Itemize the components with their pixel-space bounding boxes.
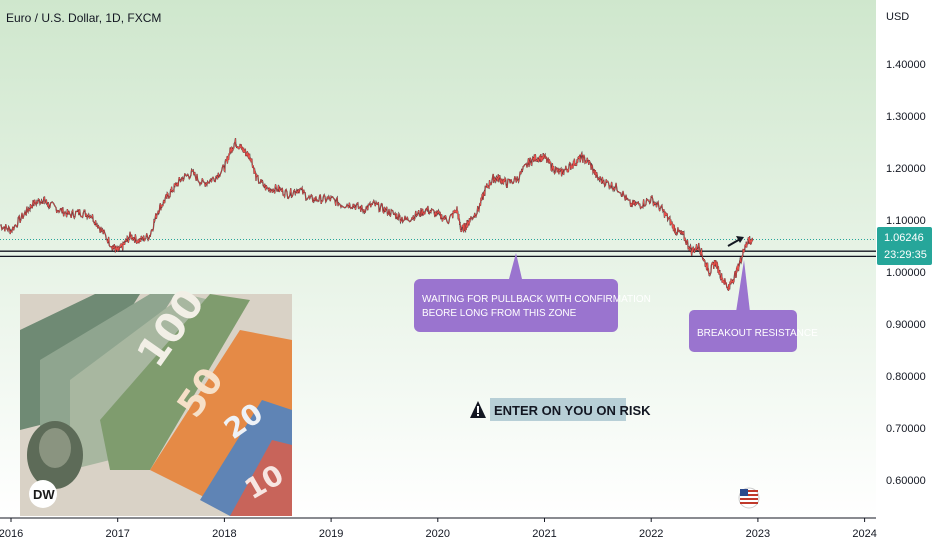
chart-title: Euro / U.S. Dollar, 1D, FXCM	[6, 11, 161, 25]
us-flag-icon	[738, 487, 760, 509]
breakout-callout-text: BREAKOUT RESISTANCE	[697, 328, 818, 339]
risk-note-box	[490, 398, 626, 421]
y-tick-label: 1.00000	[886, 267, 926, 279]
price-label-value: 1.06246	[884, 232, 924, 244]
breakout-callout: BREAKOUT RESISTANCE	[689, 260, 818, 352]
x-tick-label: 2024	[852, 528, 876, 540]
x-tick-label: 2018	[212, 528, 236, 540]
y-tick-label: 1.10000	[886, 215, 926, 227]
price-axis[interactable]: 0.60000 0.70000 0.80000 0.90000 1.00000 1.100…	[886, 59, 926, 487]
currency-label: USD	[886, 11, 909, 23]
y-tick-label: 0.70000	[886, 423, 926, 435]
y-tick-label: 0.80000	[886, 371, 926, 383]
x-tick-label: 2022	[639, 528, 663, 540]
pullback-callout-line-1: WAITING FOR PULLBACK WITH CONFIRMATION	[422, 294, 651, 305]
y-tick-label: 1.40000	[886, 59, 926, 71]
breakout-callout-pointer	[736, 260, 750, 312]
x-tick-label: 2020	[426, 528, 450, 540]
horizontal-lines	[0, 239, 876, 258]
breakout-callout-box	[689, 310, 797, 352]
risk-note-text: ENTER ON YOU ON RISK	[494, 403, 651, 418]
dw-badge-text: DW	[33, 487, 55, 502]
price-series	[0, 138, 754, 291]
pullback-callout: WAITING FOR PULLBACK WITH CONFIRMATION B…	[414, 253, 651, 332]
risk-note: ENTER ON YOU ON RISK	[470, 398, 651, 421]
y-tick-label: 1.30000	[886, 111, 926, 123]
dw-badge	[29, 480, 57, 508]
time-axis[interactable]: 2016 2017 2018 2019 2020 2021 2022 2023 2024	[0, 518, 877, 540]
y-tick-label: 0.60000	[886, 475, 926, 487]
x-tick-label: 2016	[0, 528, 23, 540]
pullback-callout-pointer	[509, 253, 522, 279]
x-tick-label: 2021	[532, 528, 556, 540]
x-tick-label: 2023	[746, 528, 770, 540]
pullback-callout-box	[414, 279, 618, 332]
x-tick-label: 2019	[319, 528, 343, 540]
y-tick-label: 1.20000	[886, 163, 926, 175]
banknotes-photo: 100 50 20 10 DW	[20, 281, 292, 516]
pullback-callout-line-2: BEORE LONG FROM THIS ZONE	[422, 308, 577, 319]
breakout-arrow-icon	[727, 236, 744, 247]
price-label-countdown: 23:29:35	[884, 249, 927, 261]
current-price-label: 1.06246 23:29:35	[877, 227, 932, 265]
price-line	[0, 138, 753, 291]
price-label-box	[877, 227, 932, 265]
time-scale-background	[0, 518, 932, 550]
x-tick-label: 2017	[105, 528, 129, 540]
y-tick-label: 0.90000	[886, 319, 926, 331]
warning-icon	[470, 401, 486, 418]
